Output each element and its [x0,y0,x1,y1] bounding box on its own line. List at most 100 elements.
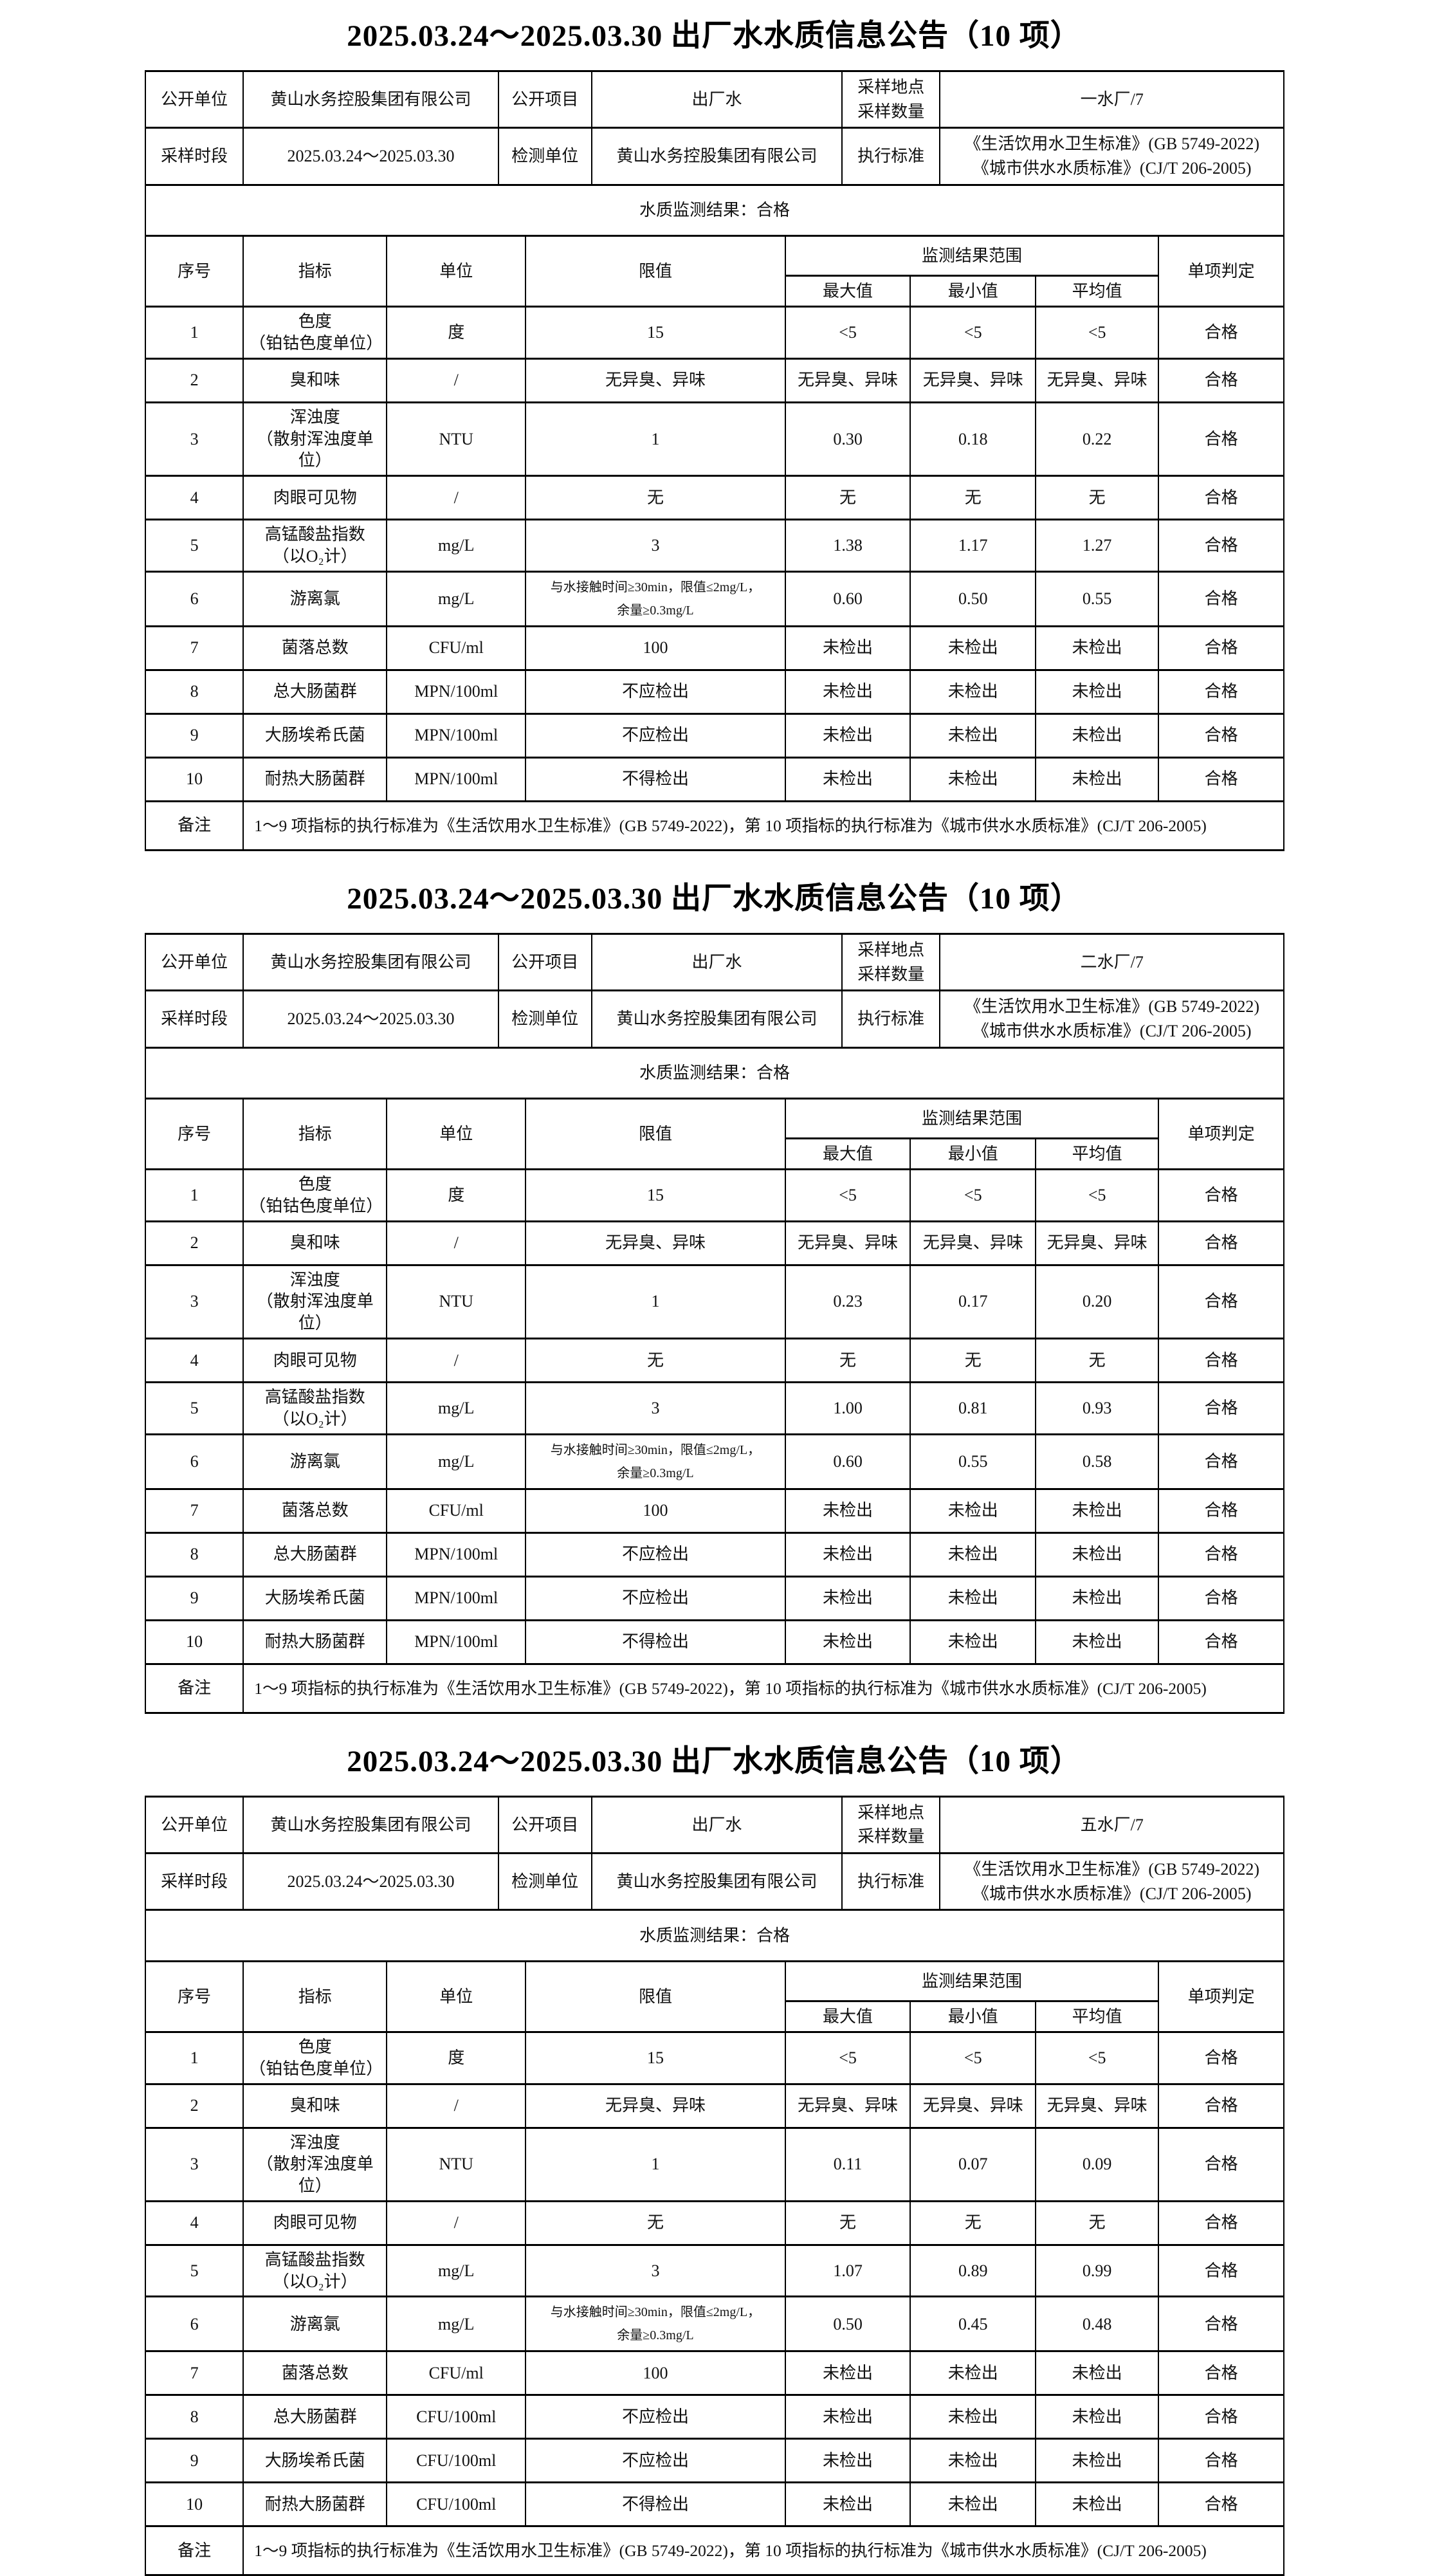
cell-max: <5 [784,306,911,360]
cell-indicator: 臭和味 [242,1220,388,1266]
cell-indicator: 耐热大肠菌群 [242,1619,388,1665]
cell-min: 0.89 [909,2243,1037,2298]
cell-limit: 3 [525,519,786,573]
cell-unit: mg/L [386,1381,527,1435]
col-avg: 平均值 [1035,275,1160,308]
cell-indicator: 总大肠菌群 [242,2394,388,2440]
cell-min: 无异臭、异味 [909,2083,1037,2129]
cell-indicator: 浑浊度 （散射浑浊度单位） [242,401,388,477]
cell-avg: 0.93 [1035,1381,1160,1435]
result-row: 水质监测结果：合格 [145,183,1284,235]
standard-label: 执行标准 [841,127,941,186]
col-range: 监测结果范围 [784,1098,1160,1139]
cell-limit: 无异臭、异味 [525,2083,786,2129]
cell-avg: 未检出 [1035,2438,1160,2484]
cell-min: 未检出 [909,668,1037,715]
cell-limit: 100 [525,2350,786,2397]
cell-indicator: 色度 （铂钴色度单位） [242,306,388,360]
cell-limit: 不应检出 [525,2438,786,2484]
project-label: 公开项目 [497,932,592,992]
cell-avg: 0.55 [1035,570,1160,627]
cell-verdict: 合格 [1158,2350,1284,2397]
table-row: 5 高锰酸盐指数 （以O₂计） mg/L 3 1.38 1.17 1.27 合格 [144,519,1284,573]
cell-indicator: 耐热大肠菌群 [242,756,388,802]
cell-verdict: 合格 [1158,2295,1284,2353]
cell-max: 1.07 [784,2243,911,2298]
col-indicator: 指标 [242,1098,388,1171]
cell-unit: mg/L [386,2295,527,2353]
cell-limit: 3 [525,2243,786,2298]
cell-indicator: 大肠埃希氏菌 [242,2438,388,2484]
cell-indicator: 游离氯 [242,1433,388,1490]
cell-limit: 不应检出 [525,2394,786,2440]
table-row: 9 大肠埃希氏菌 MPN/100ml 不应检出 未检出 未检出 未检出 合格 [144,1575,1284,1621]
cell-avg: 无异臭、异味 [1035,357,1160,403]
cell-min: 0.45 [909,2295,1037,2353]
results-table: 序号 指标 单位 限值 监测结果范围 单项判定 最大值 最小值 平均值 1 色度 … [144,1960,1284,2576]
cell-verdict: 合格 [1158,519,1284,573]
cell-max: 0.30 [784,401,911,477]
cell-no: 9 [144,712,244,759]
cell-avg: 未检出 [1035,1575,1160,1621]
cell-min: 0.50 [909,570,1037,627]
cell-indicator: 肉眼可见物 [242,1338,388,1384]
cell-avg: 无 [1035,475,1160,521]
cell-no: 7 [144,2350,244,2397]
test-unit-value: 黄山水务控股集团有限公司 [590,1852,843,1911]
col-unit: 单位 [386,1098,527,1171]
cell-no: 2 [144,357,244,403]
cell-avg: 未检出 [1035,1487,1160,1534]
cell-verdict: 合格 [1158,2481,1284,2528]
col-max: 最大值 [784,2000,911,2033]
results-table: 序号 指标 单位 限值 监测结果范围 单项判定 最大值 最小值 平均值 1 色度 … [144,1098,1284,1714]
table-row: 4 肉眼可见物 / 无无无无合格 [144,1338,1284,1384]
header-subrow: 最大值 最小值 平均值 [145,1137,1284,1171]
info-row: 公开单位 黄山水务控股集团有限公司 公开项目 出厂水 采样地点 采样数量 二水厂… [144,932,1284,992]
project-value: 出厂水 [590,69,843,129]
cell-indicator: 肉眼可见物 [242,2200,388,2246]
publisher-label: 公开单位 [144,1795,244,1855]
cell-max: 未检出 [784,2438,911,2484]
remark-row: 备注 1～9 项指标的执行标准为《生活饮用水卫生标准》(GB 5749-2022… [144,1662,1284,1714]
cell-max: 未检出 [784,668,911,715]
cell-verdict: 合格 [1158,1264,1284,1340]
table-row: 7 菌落总数 CFU/ml 100 未检出 未检出 未检出 合格 [144,1487,1284,1534]
result-text: 水质监测结果：合格 [145,1909,1284,1960]
cell-no: 8 [144,1531,244,1578]
cell-indicator: 色度 （铂钴色度单位） [242,1168,388,1222]
cell-max: <5 [784,2030,911,2085]
project-label: 公开项目 [497,69,592,129]
cell-max: 无异臭、异味 [784,1220,911,1266]
cell-max: <5 [784,1168,911,1222]
remark-text: 1～9 项指标的执行标准为《生活饮用水卫生标准》(GB 5749-2022)，第… [242,2525,1284,2576]
cell-max: 未检出 [784,1619,911,1665]
cell-avg: 未检出 [1035,756,1160,802]
standard-value: 《生活饮用水卫生标准》(GB 5749-2022) 《城市供水水质标准》(CJ/… [939,1852,1284,1911]
standard-label: 执行标准 [841,1852,941,1911]
cell-avg: 未检出 [1035,712,1160,759]
table-row: 2 臭和味 / 无异臭、异味 无异臭、异味 无异臭、异味 无异臭、异味 合格 [144,357,1284,403]
report-info-table: 公开单位 黄山水务控股集团有限公司 公开项目 出厂水 采样地点 采样数量 二水厂… [144,932,1284,1098]
cell-no: 5 [144,519,244,573]
col-limit: 限值 [525,1098,786,1171]
cell-max: 未检出 [784,2481,911,2528]
col-no: 序号 [144,235,244,308]
col-min: 最小值 [909,275,1037,308]
cell-no: 2 [144,2083,244,2129]
col-verdict: 单项判定 [1158,1960,1284,2033]
col-no: 序号 [144,1960,244,2033]
report-info-table: 公开单位 黄山水务控股集团有限公司 公开项目 出厂水 采样地点 采样数量 五水厂… [144,1795,1284,1960]
report-title: 2025.03.24～2025.03.30 出厂水水质信息公告（10 项） [347,881,1081,915]
cell-avg: <5 [1035,2030,1160,2085]
cell-limit: 不应检出 [525,712,786,759]
table-row: 1 色度 （铂钴色度单位）度 15 <5 <5 <5 合格 [144,1168,1284,1222]
publisher-value: 黄山水务控股集团有限公司 [242,69,499,129]
water-quality-report-2: 2025.03.24～2025.03.30 出厂水水质信息公告（10 项） 公开… [144,873,1284,1714]
cell-verdict: 合格 [1158,712,1284,759]
cell-no: 3 [144,2126,244,2202]
cell-verdict: 合格 [1158,1220,1284,1266]
cell-unit: CFU/100ml [386,2438,527,2484]
cell-limit: 15 [525,1168,786,1222]
cell-no: 6 [144,1433,244,1490]
cell-verdict: 合格 [1158,2126,1284,2202]
